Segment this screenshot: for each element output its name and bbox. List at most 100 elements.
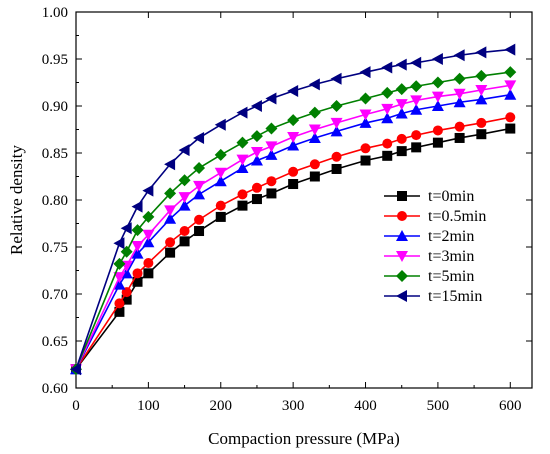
data-point (395, 58, 407, 71)
data-point (113, 257, 126, 270)
data-point (431, 100, 444, 111)
data-point (475, 85, 488, 97)
data-point (265, 92, 277, 105)
data-point (454, 121, 465, 132)
data-point (359, 92, 372, 105)
data-point (237, 200, 248, 211)
data-point (120, 222, 132, 235)
data-point (382, 150, 393, 161)
data-point (251, 182, 262, 193)
y-tick-label: 0.65 (42, 334, 68, 350)
x-tick-label: 300 (282, 398, 305, 414)
legend-marker (397, 191, 407, 201)
data-point (215, 211, 226, 222)
data-point (359, 116, 372, 128)
data-point (236, 136, 249, 149)
y-tick-label: 0.95 (42, 52, 68, 68)
data-point (432, 125, 443, 136)
legend-marker (397, 211, 407, 221)
legend-item: t=15min (384, 288, 482, 305)
x-tick-label: 0 (72, 398, 80, 414)
legend-marker (396, 230, 408, 241)
data-point (330, 125, 343, 137)
data-point (453, 72, 466, 85)
data-point (250, 100, 262, 112)
data-point (179, 236, 190, 247)
series-layer (70, 43, 517, 376)
data-point (193, 162, 206, 175)
data-point (165, 237, 176, 248)
data-point (214, 175, 227, 187)
data-point (142, 184, 154, 197)
data-point (194, 226, 205, 237)
legend-item: t=5min (384, 268, 474, 285)
data-point (410, 103, 423, 115)
data-point (131, 200, 143, 213)
data-point (287, 84, 299, 97)
data-point (410, 56, 422, 69)
data-point (396, 146, 407, 157)
data-point (114, 306, 125, 317)
data-point (331, 151, 342, 162)
data-point (381, 86, 394, 99)
data-point (132, 276, 143, 287)
x-tick-label: 500 (427, 398, 450, 414)
data-point (395, 107, 408, 119)
data-point (381, 61, 393, 74)
data-point (411, 142, 422, 153)
data-point (360, 143, 371, 154)
data-point (143, 268, 154, 279)
data-point (193, 188, 206, 200)
data-point (131, 241, 144, 253)
data-point (265, 148, 278, 160)
data-point (288, 166, 299, 177)
data-point (214, 167, 227, 179)
data-point (475, 46, 487, 59)
data-point (121, 294, 132, 305)
data-point (431, 91, 444, 103)
data-point (331, 163, 342, 174)
data-point (504, 80, 517, 92)
y-tick-label: 0.60 (42, 381, 68, 397)
data-point (505, 112, 516, 123)
data-point (179, 226, 190, 237)
data-point (194, 214, 205, 225)
data-point (476, 117, 487, 128)
data-point (411, 130, 422, 141)
data-point (120, 267, 133, 279)
data-point (431, 53, 443, 65)
data-point (287, 114, 300, 127)
data-point (142, 236, 155, 248)
legend-label: t=0.5min (428, 208, 486, 225)
data-point (164, 158, 176, 171)
data-point (308, 131, 321, 143)
data-point (308, 106, 321, 119)
data-point (395, 83, 408, 96)
legend-label: t=3min (428, 248, 474, 265)
legend-label: t=5min (428, 268, 474, 285)
y-axis-title: Relative density (7, 145, 26, 256)
data-point (475, 69, 488, 82)
data-point (113, 278, 126, 290)
data-point (288, 179, 299, 190)
data-point (178, 144, 190, 157)
series-t=15min (70, 43, 516, 376)
legend-label: t=2min (428, 228, 474, 245)
y-tick-label: 1.00 (42, 5, 68, 21)
data-point (266, 176, 277, 187)
data-point (410, 80, 423, 93)
data-point (164, 187, 177, 200)
data-point (143, 257, 154, 268)
data-point (142, 229, 155, 241)
data-point (505, 123, 516, 134)
data-point (214, 118, 226, 131)
data-point (121, 287, 132, 298)
data-point (287, 132, 300, 144)
data-point (454, 132, 465, 143)
data-point (265, 122, 278, 135)
x-axis-title: Compaction pressure (MPa) (208, 429, 400, 448)
series-t=0min (71, 123, 516, 375)
legend-item: t=2min (384, 228, 474, 245)
data-point (309, 171, 320, 182)
